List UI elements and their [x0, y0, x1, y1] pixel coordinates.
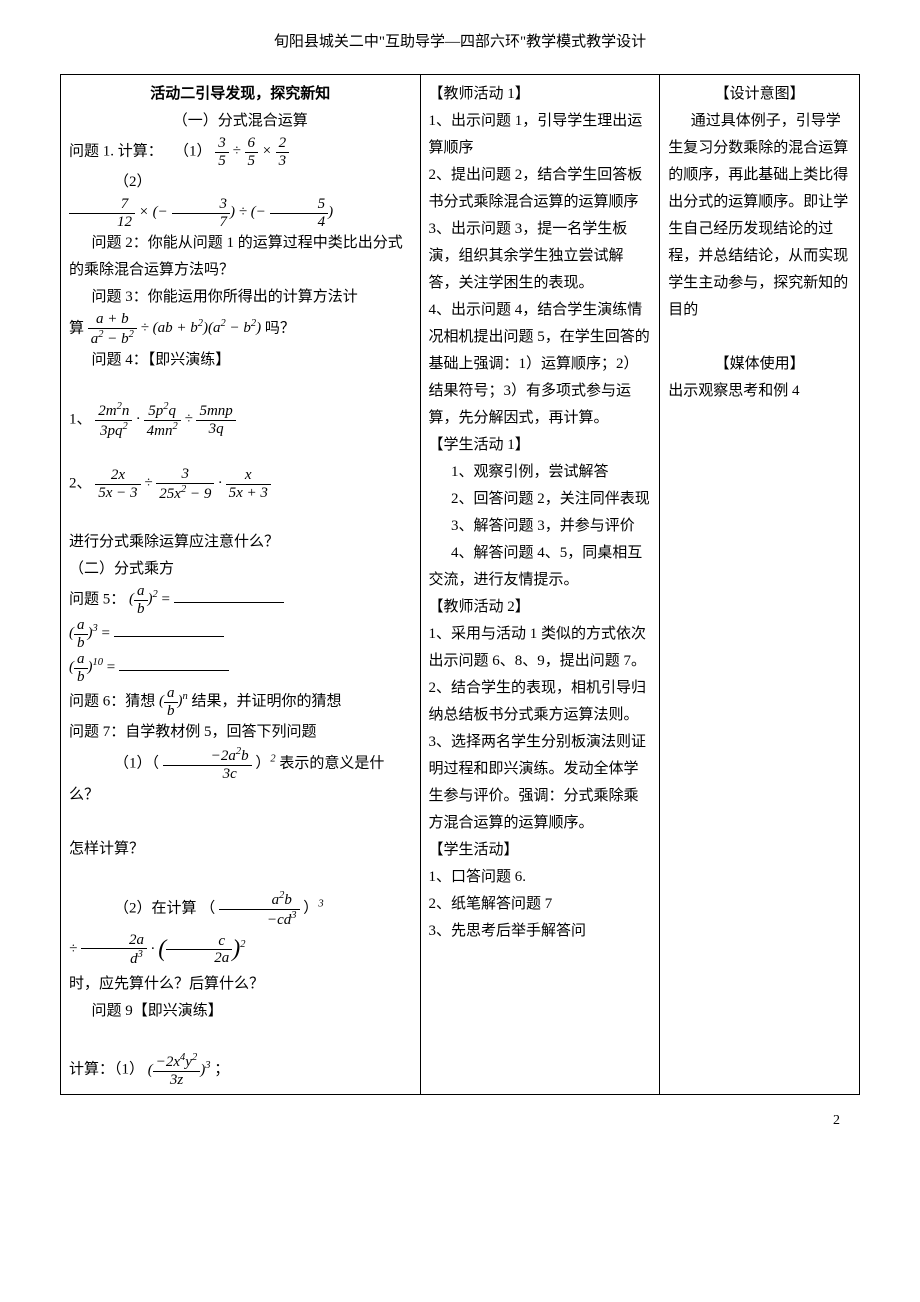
s2-3: 3、先思考后举手解答问: [429, 918, 652, 945]
q3: 问题 3：你能运用你所得出的计算方法计: [69, 284, 412, 311]
q9-title: 问题 9【即兴演练】: [69, 998, 412, 1025]
q5-formula2: (ab)3: [69, 625, 102, 641]
practice-1: 1、 2m2n3pq2 · 5p2q4mn2 ÷ 5mnp3q: [69, 401, 412, 439]
eq2: =: [102, 625, 114, 641]
t1-1: 1、出示问题 1，引导学生理出运算顺序: [429, 108, 652, 162]
s2-title: 【学生活动】: [429, 837, 652, 864]
blank-1: [174, 602, 284, 603]
q7-1-prefix: （1）（: [114, 755, 159, 771]
t2-3: 3、选择两名学生分别板演法则证明过程和即兴演练。发动全体学生参与评价。强调：分式…: [429, 729, 652, 837]
left-cell: 活动二引导发现，探究新知 （一）分式混合运算 问题 1. 计算： （1） 35 …: [61, 75, 421, 1095]
t2-1: 1、采用与活动 1 类似的方式依次出示问题 6、8、9，提出问题 7。: [429, 621, 652, 675]
t1-4: 4、出示问题 4，结合学生演练情况相机提出问题 5，在学生回答的基础上强调：1）…: [429, 297, 652, 432]
q7: 问题 7：自学教材例 5，回答下列问题: [69, 719, 412, 746]
lesson-table: 活动二引导发现，探究新知 （一）分式混合运算 问题 1. 计算： （1） 35 …: [60, 74, 860, 1095]
calc-label: 计算：（1）: [69, 1062, 144, 1078]
s1-4: 4、解答问题 4、5，同桌相互交流，进行友情提示。: [429, 540, 652, 594]
q1-formula2: 712 × (− 37) ÷ (− 54): [69, 204, 333, 220]
media-body: 出示观察思考和例 4: [668, 378, 851, 405]
s1-1: 1、观察引例，尝试解答: [429, 459, 652, 486]
note-line: 进行分式乘除运算应注意什么？: [69, 529, 412, 556]
q7-1: （1）（ −2a2b3c ）2 表示的意义是什么？: [69, 746, 412, 809]
q2: 问题 2：你能从问题 1 的运算过程中类比出分式的乘除混合运算方法吗？: [69, 230, 412, 284]
calc-line: 计算：（1） (−2x4y23z)3 ；: [69, 1052, 412, 1088]
how-calc: 怎样计算？: [69, 836, 412, 863]
q6: 问题 6：猜想 (ab)n 结果，并证明你的猜想: [69, 685, 412, 719]
eq3: =: [107, 659, 119, 675]
q7-2: （2）在计算 （ a2b−cd3 ）3 ÷ 2ad3 · (c2a)2: [69, 890, 412, 971]
s2-2: 2、纸笔解答问题 7: [429, 891, 652, 918]
s2-1: 1、口答问题 6.: [429, 864, 652, 891]
design-title: 【设计意图】: [668, 81, 851, 108]
section1-title: （一）分式混合运算: [69, 108, 412, 135]
q6-tail: 结果，并证明你的猜想: [192, 693, 342, 709]
q7-2-formula-b: ÷ 2ad3 · (c2a)2: [69, 941, 245, 957]
q7-1-mid: ）: [255, 755, 270, 771]
blank-2: [114, 636, 224, 637]
t1-title: 【教师活动 1】: [429, 81, 652, 108]
q7-2-prefix: （2）在计算 （: [114, 900, 215, 916]
media-title: 【媒体使用】: [668, 351, 851, 378]
s1-2: 2、回答问题 2，关注同伴表现: [429, 486, 652, 513]
q1-sub1-label: （1）: [174, 143, 212, 159]
page-header: 旬阳县城关二中"互助导学—四部六环"教学模式教学设计: [60, 30, 860, 54]
q1-sub2-label: （2）: [114, 174, 152, 190]
q5-label: 问题 5：: [69, 591, 125, 607]
q1-label: 问题 1. 计算：: [69, 143, 163, 159]
when-line: 时，应先算什么？后算什么？: [69, 971, 412, 998]
right-cell: 【设计意图】 通过具体例子，引导学生复习分数乘除的混合运算的顺序，再此基础上类比…: [660, 75, 860, 1095]
section2-title: （二）分式乘方: [69, 556, 412, 583]
q3-suffix: 吗？: [265, 320, 295, 336]
q1-formula1: 35 ÷ 65 × 23: [215, 143, 289, 159]
q3-formula-line: 算 a + ba2 − b2 ÷ (ab + b2)(a2 − b2) 吗？: [69, 311, 412, 347]
mid-cell: 【教师活动 1】 1、出示问题 1，引导学生理出运算顺序 2、提出问题 2，结合…: [420, 75, 660, 1095]
q5-formula: (ab)2: [129, 591, 162, 607]
calc-formula: (−2x4y23z)3: [148, 1062, 214, 1078]
q1-part2: （2） 712 × (− 37) ÷ (− 54): [69, 169, 412, 230]
q3-formula: a + ba2 − b2 ÷ (ab + b2)(a2 − b2): [88, 320, 265, 336]
page-number: 2: [60, 1110, 860, 1132]
t2-title: 【教师活动 2】: [429, 594, 652, 621]
practice-2: 2、 2x5x − 3 ÷ 325x2 − 9 · x5x + 3: [69, 466, 412, 502]
practice1-formula: 2m2n3pq2 · 5p2q4mn2 ÷ 5mnp3q: [95, 411, 236, 427]
t1-2: 2、提出问题 2，结合学生回答板书分式乘除混合运算的运算顺序: [429, 162, 652, 216]
q7-2-formula: a2b−cd3: [219, 900, 303, 916]
q3-prefix: 算: [69, 320, 84, 336]
semicolon: ；: [214, 1062, 229, 1078]
q7-2-mid: ）: [303, 900, 318, 916]
s1-title: 【学生活动 1】: [429, 432, 652, 459]
eq1: =: [162, 591, 174, 607]
q1: 问题 1. 计算： （1） 35 ÷ 65 × 23: [69, 135, 412, 169]
blank-3: [119, 670, 229, 671]
q6-label: 问题 6：猜想: [69, 693, 155, 709]
practice2-formula: 2x5x − 3 ÷ 325x2 − 9 · x5x + 3: [95, 475, 271, 491]
t2-2: 2、结合学生的表现，相机引导归纳总结板书分式乘方运算法则。: [429, 675, 652, 729]
t1-3: 3、出示问题 3，提一名学生板演，组织其余学生独立尝试解答，关注学困生的表现。: [429, 216, 652, 297]
item1-label: 1、: [69, 411, 92, 427]
q7-1-formula: −2a2b3c: [163, 755, 256, 771]
activity-title: 活动二引导发现，探究新知: [69, 81, 412, 108]
q6-formula: (ab)n: [159, 693, 192, 709]
q5-formula3: (ab)10: [69, 659, 107, 675]
q5: 问题 5： (ab)2 =: [69, 583, 412, 617]
design-body: 通过具体例子，引导学生复习分数乘除的混合运算的顺序，再此基础上类比得出分式的运算…: [668, 108, 851, 324]
q5-line2: (ab)3 =: [69, 617, 412, 651]
q5-line3: (ab)10 =: [69, 651, 412, 685]
s1-3: 3、解答问题 3，并参与评价: [429, 513, 652, 540]
item2-label: 2、: [69, 475, 92, 491]
q4-title: 问题 4：【即兴演练】: [69, 347, 412, 374]
